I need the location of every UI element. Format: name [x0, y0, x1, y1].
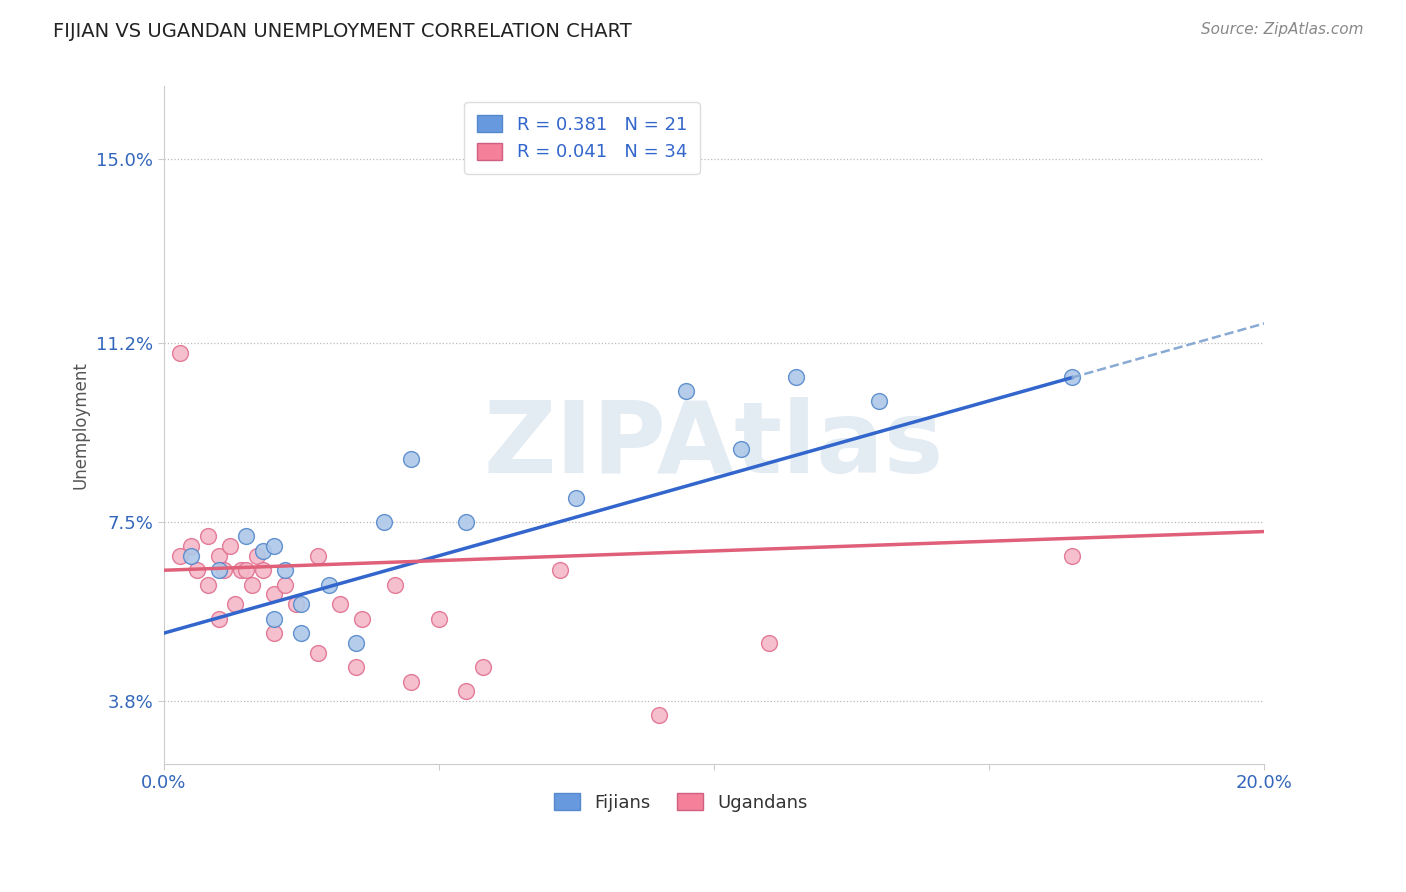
Point: [208, 612, 231, 626]
Point: [274, 578, 297, 592]
Point: [1060, 369, 1083, 384]
Point: [344, 636, 367, 650]
Point: [284, 597, 307, 611]
Point: [548, 563, 571, 577]
Point: [1060, 549, 1083, 563]
Point: [218, 539, 240, 553]
Point: [224, 597, 246, 611]
Point: [344, 660, 367, 674]
Point: [263, 587, 285, 601]
Point: [384, 578, 406, 592]
Point: [246, 549, 269, 563]
Text: FIJIAN VS UGANDAN UNEMPLOYMENT CORRELATION CHART: FIJIAN VS UGANDAN UNEMPLOYMENT CORRELATI…: [53, 22, 633, 41]
Text: ZIPAtlas: ZIPAtlas: [484, 397, 943, 494]
Point: [252, 563, 274, 577]
Point: [180, 539, 202, 553]
Point: [471, 660, 494, 674]
Legend: Fijians, Ugandans: Fijians, Ugandans: [544, 782, 818, 822]
Point: [180, 549, 202, 563]
Point: [758, 636, 780, 650]
Point: [307, 646, 329, 660]
Point: [290, 597, 312, 611]
Point: [186, 563, 208, 577]
Point: [675, 384, 697, 399]
Point: [197, 578, 219, 592]
Point: [648, 708, 671, 723]
Point: [785, 369, 807, 384]
Point: [456, 684, 478, 698]
Point: [169, 549, 191, 563]
Point: [197, 529, 219, 543]
Point: [401, 674, 423, 689]
Point: [208, 563, 231, 577]
Point: [212, 563, 235, 577]
Point: [274, 563, 297, 577]
Point: [252, 544, 274, 558]
Point: [263, 539, 285, 553]
Point: [730, 442, 752, 457]
Point: [240, 578, 263, 592]
Point: [290, 626, 312, 640]
Point: [373, 515, 395, 529]
Point: [229, 563, 252, 577]
Point: [318, 578, 340, 592]
Point: [235, 563, 257, 577]
Point: [456, 515, 478, 529]
Point: [169, 345, 191, 359]
Point: [208, 549, 231, 563]
Point: [307, 549, 329, 563]
Point: [329, 597, 352, 611]
Point: [235, 529, 257, 543]
Point: [868, 393, 890, 408]
Y-axis label: Unemployment: Unemployment: [72, 361, 89, 489]
Point: [263, 612, 285, 626]
Point: [263, 626, 285, 640]
Point: [427, 612, 450, 626]
Point: [350, 612, 373, 626]
Text: Source: ZipAtlas.com: Source: ZipAtlas.com: [1201, 22, 1364, 37]
Point: [401, 452, 423, 467]
Point: [565, 491, 588, 505]
